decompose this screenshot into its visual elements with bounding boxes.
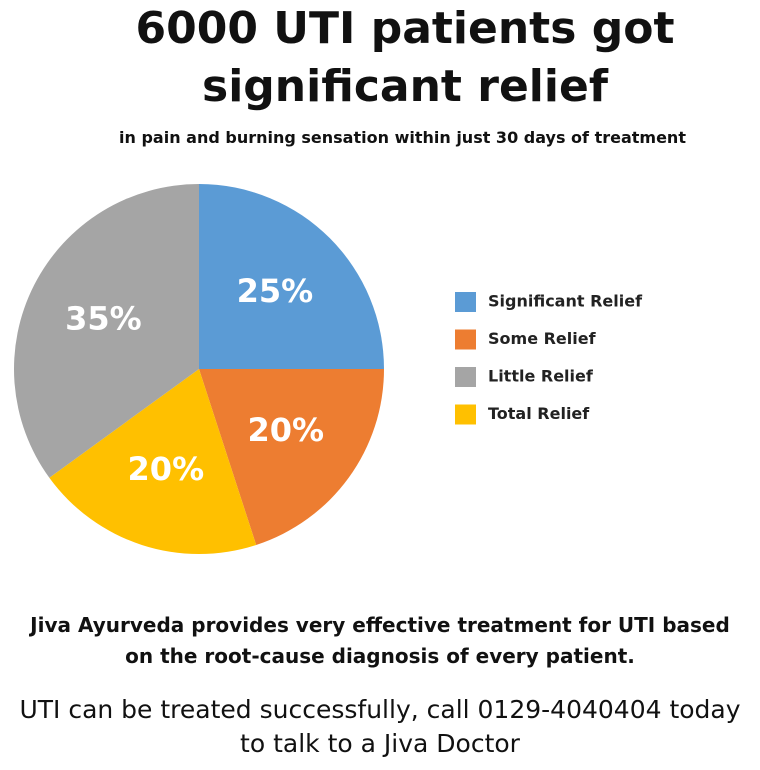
legend-swatch bbox=[455, 404, 476, 425]
data-label: 20% bbox=[128, 450, 205, 488]
pie-slice bbox=[14, 184, 200, 478]
legend-label: Total Relief bbox=[488, 404, 590, 423]
pie-slice bbox=[49, 369, 257, 554]
pie-slice bbox=[199, 369, 384, 545]
annotation: Jiva Ayurveda provides very effective tr… bbox=[30, 613, 730, 668]
pie-slice bbox=[199, 184, 384, 369]
legend-label: Some Relief bbox=[488, 329, 597, 348]
data-label: 20% bbox=[248, 411, 325, 449]
data-label: 35% bbox=[65, 299, 142, 337]
legend-label: Significant Relief bbox=[488, 292, 643, 311]
annotation: UTI can be treated successfully, call 01… bbox=[19, 695, 741, 758]
legend-swatch bbox=[455, 292, 476, 312]
legend-label: Little Relief bbox=[488, 367, 594, 386]
legend-swatch bbox=[455, 367, 476, 387]
data-label: 25% bbox=[237, 272, 314, 310]
chart-title: 6000 UTI patients got significant relief bbox=[135, 3, 675, 112]
subtitle: in pain and burning sensation within jus… bbox=[119, 128, 686, 147]
legend-swatch bbox=[455, 329, 476, 350]
